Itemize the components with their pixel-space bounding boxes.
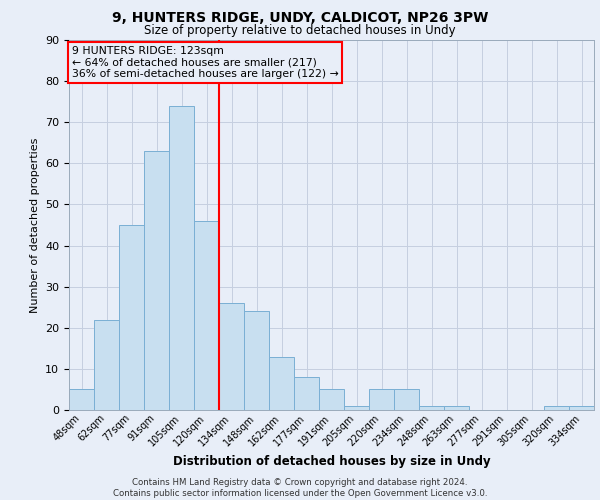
Text: Size of property relative to detached houses in Undy: Size of property relative to detached ho… — [144, 24, 456, 37]
Bar — [419, 406, 444, 410]
Bar — [319, 390, 344, 410]
Bar — [344, 406, 369, 410]
Bar — [144, 151, 169, 410]
Bar — [69, 390, 94, 410]
Bar — [219, 303, 244, 410]
X-axis label: Distribution of detached houses by size in Undy: Distribution of detached houses by size … — [173, 454, 490, 468]
Bar — [244, 312, 269, 410]
Bar — [94, 320, 119, 410]
Bar — [294, 377, 319, 410]
Y-axis label: Number of detached properties: Number of detached properties — [29, 138, 40, 312]
Bar — [119, 225, 144, 410]
Bar — [194, 221, 219, 410]
Bar — [269, 356, 294, 410]
Text: Contains HM Land Registry data © Crown copyright and database right 2024.
Contai: Contains HM Land Registry data © Crown c… — [113, 478, 487, 498]
Bar — [444, 406, 469, 410]
Text: 9 HUNTERS RIDGE: 123sqm
← 64% of detached houses are smaller (217)
36% of semi-d: 9 HUNTERS RIDGE: 123sqm ← 64% of detache… — [71, 46, 338, 79]
Bar — [169, 106, 194, 410]
Bar — [369, 390, 394, 410]
Bar — [394, 390, 419, 410]
Bar — [569, 406, 594, 410]
Text: 9, HUNTERS RIDGE, UNDY, CALDICOT, NP26 3PW: 9, HUNTERS RIDGE, UNDY, CALDICOT, NP26 3… — [112, 11, 488, 25]
Bar — [544, 406, 569, 410]
